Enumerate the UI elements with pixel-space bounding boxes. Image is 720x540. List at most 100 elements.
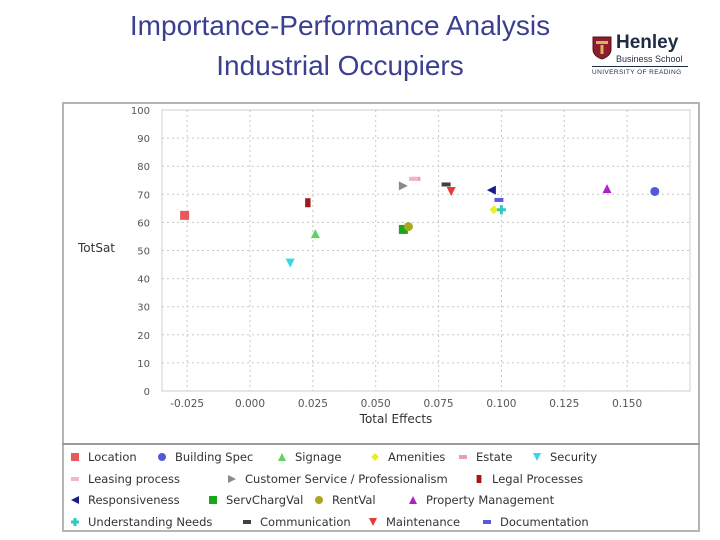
marker-shape xyxy=(71,453,79,461)
legend-marker-icon xyxy=(71,496,79,504)
legend-item: Understanding Needs xyxy=(70,512,212,532)
legend-label: Maintenance xyxy=(386,514,461,529)
marker-shape xyxy=(533,453,541,461)
legend-label: Amenities xyxy=(388,450,446,464)
x-tick-label: 0.075 xyxy=(424,398,454,410)
marker-shape xyxy=(476,474,482,483)
legend-item: Documentation xyxy=(482,512,589,532)
legend-item: Building Spec xyxy=(157,447,253,467)
marker-shape xyxy=(73,517,77,526)
y-tick-label: 40 xyxy=(137,275,150,286)
logo-divider xyxy=(592,66,688,67)
marker-shape xyxy=(441,182,451,187)
legend-label: RentVal xyxy=(332,493,376,507)
logo-university: UNIVERSITY OF READING xyxy=(592,69,682,76)
y-tick-label: 10 xyxy=(137,359,150,370)
marker-shape xyxy=(459,455,467,459)
marker-shape xyxy=(409,496,417,504)
x-tick-label: -0.025 xyxy=(170,398,204,410)
legend-label: Location xyxy=(88,450,137,464)
legend-item: Responsiveness xyxy=(70,490,180,510)
legend-row: Leasing process Customer Service / Profes… xyxy=(62,469,696,489)
chart-frame: 0 10 20 30 40 50 60 70 80 90 100 -0.025 0.000 0.025 0.… xyxy=(62,102,700,532)
data-point-leasing-process xyxy=(408,176,418,181)
legend-marker-icon xyxy=(243,519,251,524)
marker-shape xyxy=(602,184,612,194)
legend-marker-icon xyxy=(71,517,79,526)
x-axis-label: Total Effects xyxy=(359,412,433,426)
legend-marker-icon xyxy=(278,453,286,461)
legend-marker-icon xyxy=(209,496,217,504)
y-tick-label: 50 xyxy=(137,247,150,258)
data-point-responsiveness xyxy=(486,185,496,195)
scatter-chart: 0 10 20 30 40 50 60 70 80 90 100 -0.025 0.000 0.025 0.… xyxy=(77,106,691,426)
legend-marker-icon xyxy=(369,517,377,526)
x-tick-label: 0.025 xyxy=(298,398,328,410)
data-point-servchargval xyxy=(398,224,408,234)
marker-shape xyxy=(403,222,413,232)
marker-shape xyxy=(398,224,408,234)
legend-marker-icon xyxy=(483,519,491,524)
marker-shape xyxy=(489,205,499,215)
legend-row: Understanding Needs Communication Maintena… xyxy=(62,512,696,532)
legend-item: Estate xyxy=(458,447,512,467)
legend-marker-icon xyxy=(476,474,482,483)
legend-marker-icon xyxy=(459,455,467,459)
legend-item: Location xyxy=(70,447,137,467)
legend-item: Legal Processes xyxy=(474,469,583,489)
legend-marker-icon xyxy=(315,496,323,504)
legend-label: Documentation xyxy=(500,514,589,529)
x-tick-label: 0.000 xyxy=(235,398,265,410)
slide-title-line-1: Importance-Performance Analysis xyxy=(129,10,551,41)
legend-label: Building Spec xyxy=(175,450,254,464)
marker-shape xyxy=(408,176,418,181)
marker-shape xyxy=(71,476,79,481)
data-point-maintenance xyxy=(446,186,456,196)
legend-row: Location Building Spec Signage Amenities Est… xyxy=(62,447,696,467)
y-tick-label: 0 xyxy=(144,387,150,398)
legend-item: Property Management xyxy=(408,490,554,510)
henley-logo: Henley Business School UNIVERSITY OF REA… xyxy=(588,32,692,78)
marker-shape xyxy=(499,205,503,215)
crest-icon xyxy=(592,36,612,60)
marker-shape xyxy=(285,258,295,268)
marker-shape xyxy=(315,496,323,504)
legend-item: RentVal xyxy=(314,490,376,510)
legend-item: Communication xyxy=(242,512,351,532)
y-tick-label: 20 xyxy=(137,331,150,342)
legend-label: Security xyxy=(550,450,598,464)
data-point-documentation xyxy=(494,197,504,202)
legend-item: ServChargVal xyxy=(208,490,303,510)
legend-item: Maintenance xyxy=(368,512,460,532)
y-axis-label: TotSat xyxy=(77,241,115,255)
legend-label: Customer Service / Professionalism xyxy=(245,471,448,486)
data-point-customer-service-professionalism xyxy=(398,181,408,191)
legend-item: Security xyxy=(532,447,597,467)
data-point-legal-processes xyxy=(305,198,311,208)
marker-shape xyxy=(446,186,456,196)
x-tick-label: 0.125 xyxy=(549,398,579,410)
marker-shape xyxy=(483,519,491,524)
y-tick-label: 80 xyxy=(137,162,150,173)
legend-marker-icon xyxy=(409,496,417,504)
y-tick-label: 90 xyxy=(137,134,150,145)
marker-shape xyxy=(310,229,320,239)
marker-shape xyxy=(278,453,286,461)
logo-subtitle: Business School xyxy=(616,54,683,64)
legend-label: Estate xyxy=(476,450,513,464)
legend-item: Amenities xyxy=(370,447,445,467)
legend-marker-icon xyxy=(71,453,79,461)
legend-label: Understanding Needs xyxy=(88,514,213,529)
data-point-building-spec xyxy=(650,186,660,196)
data-point-property-management xyxy=(602,184,612,194)
marker-shape xyxy=(398,181,408,191)
marker-shape xyxy=(650,186,660,196)
marker-shape xyxy=(71,496,79,504)
marker-shape xyxy=(180,210,190,220)
y-tick-label: 70 xyxy=(137,190,150,201)
data-point-signage xyxy=(310,229,320,239)
plot-area xyxy=(161,109,691,392)
data-point-understanding-needs xyxy=(496,205,506,215)
legend-item: Leasing process xyxy=(70,469,180,489)
y-tick-label: 60 xyxy=(137,218,150,229)
